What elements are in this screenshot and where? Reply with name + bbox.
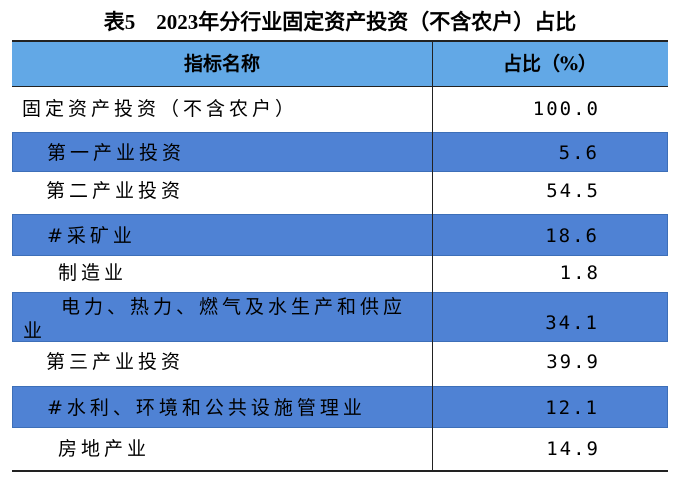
row-label: 电力、热力、燃气及水生产和供应业 bbox=[23, 296, 407, 342]
row-label: 第二产业投资 bbox=[46, 180, 185, 202]
row-value: 54.5 bbox=[546, 180, 600, 202]
row-value: 34.1 bbox=[545, 312, 599, 334]
row-label: #水利、环境和公共设施管理业 bbox=[47, 397, 366, 419]
row-label: #采矿业 bbox=[47, 225, 136, 247]
row-value: 5.6 bbox=[558, 142, 599, 164]
row-label: 房地产业 bbox=[58, 438, 151, 460]
header-cell: 占比（%） bbox=[502, 53, 598, 75]
header-row: 指标名称 占比（%） bbox=[12, 40, 668, 87]
column-divider bbox=[432, 40, 433, 472]
row-label: 制造业 bbox=[58, 262, 128, 284]
bottom-border bbox=[12, 470, 668, 472]
header-cell: 指标名称 bbox=[183, 53, 260, 75]
table-row: #采矿业 18.6 bbox=[12, 214, 668, 256]
table-row: 第二产业投资 54.5 bbox=[12, 172, 668, 210]
row-label: 固定资产投资（不含农户） bbox=[22, 98, 299, 120]
table-row: 制造业 1.8 bbox=[12, 256, 668, 290]
table-row: 固定资产投资（不含农户） 100.0 bbox=[12, 90, 668, 128]
table-row: 第三产业投资 39.9 bbox=[12, 342, 668, 382]
row-label: 第三产业投资 bbox=[46, 351, 185, 373]
row-value: 39.9 bbox=[546, 351, 600, 373]
table-row: 电力、热力、燃气及水生产和供应业 34.1 bbox=[12, 292, 668, 342]
row-value: 100.0 bbox=[532, 98, 600, 120]
table-row: 第一产业投资 5.6 bbox=[12, 132, 668, 172]
table-row: #水利、环境和公共设施管理业 12.1 bbox=[12, 386, 668, 428]
table-row: 房地产业 14.9 bbox=[12, 428, 668, 470]
row-value: 1.8 bbox=[559, 262, 600, 284]
row-label: 第一产业投资 bbox=[47, 142, 186, 164]
row-value: 14.9 bbox=[546, 438, 600, 460]
row-value: 12.1 bbox=[545, 397, 599, 419]
row-value: 18.6 bbox=[545, 225, 599, 247]
table-title: 表5 2023年分行业固定资产投资（不含农户）占比 bbox=[103, 10, 577, 34]
